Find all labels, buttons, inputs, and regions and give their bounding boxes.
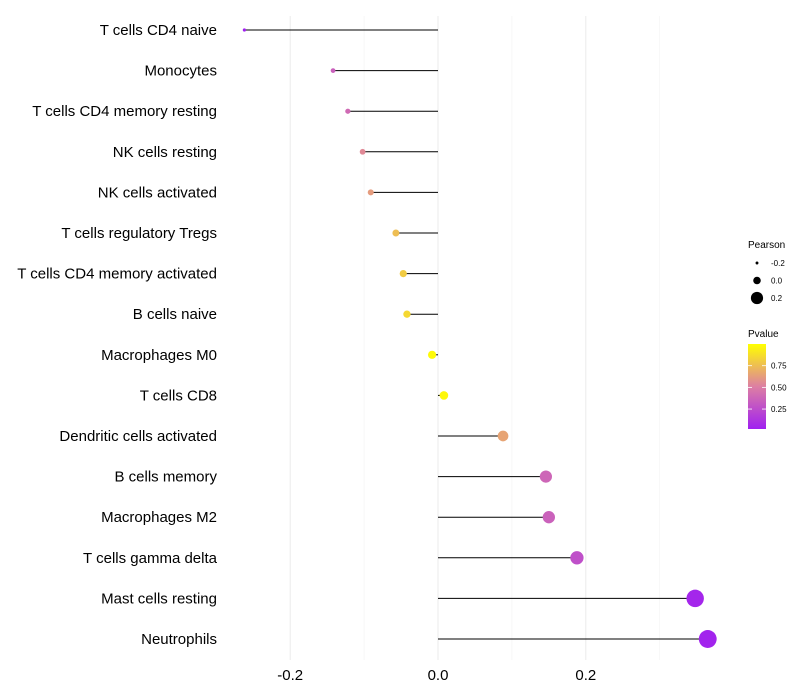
data-point [570, 551, 584, 565]
legend-pearson: Pearson -0.2 0.0 0.2 [748, 240, 785, 305]
data-point [399, 270, 407, 278]
category-label: Neutrophils [141, 631, 217, 648]
legend-size-label: 0.0 [771, 277, 783, 286]
category-label: Macrophages M2 [101, 509, 217, 526]
data-point [542, 511, 555, 524]
legend-pvalue-label: 0.25 [771, 405, 787, 414]
grid-lines [289, 16, 661, 660]
category-label: T cells CD4 memory activated [17, 266, 217, 283]
category-label: NK cells resting [113, 144, 217, 161]
data-point [330, 68, 336, 73]
legend-pearson-title: Pearson [748, 240, 785, 251]
x-tick-label: -0.2 [277, 667, 303, 684]
points [242, 28, 717, 648]
category-label: Macrophages M0 [101, 347, 217, 364]
x-tick-label: 0.0 [428, 667, 449, 684]
category-label: B cells naive [133, 306, 217, 323]
legend-pvalue-label: 0.75 [771, 362, 787, 371]
data-point [403, 310, 411, 318]
data-point [367, 189, 374, 196]
data-point [686, 589, 704, 608]
category-label: T cells regulatory Tregs [61, 225, 217, 242]
category-label: T cells CD4 naive [100, 22, 217, 39]
data-point [539, 470, 552, 483]
category-label: B cells memory [114, 469, 217, 486]
data-point [698, 630, 717, 648]
data-point [359, 148, 366, 155]
category-label: T cells CD4 memory resting [32, 103, 217, 120]
data-point [242, 28, 246, 32]
category-labels: T cells CD4 naive Monocytes T cells CD4 me… [17, 22, 217, 648]
category-label: Monocytes [144, 63, 217, 80]
legend-size-label: 0.2 [771, 294, 783, 303]
data-point [345, 108, 351, 114]
legend-size-label: -0.2 [771, 259, 785, 268]
legend-pvalue-label: 0.50 [771, 383, 787, 392]
data-point [392, 229, 400, 237]
category-label: Dendritic cells activated [59, 428, 217, 445]
data-point [427, 350, 437, 359]
legend-size-swatch [753, 276, 761, 285]
pvalue-colorbar [748, 344, 766, 429]
category-label: NK cells activated [98, 184, 217, 201]
x-tick-label: 0.2 [575, 667, 596, 684]
category-label: T cells gamma delta [83, 550, 218, 567]
data-point [497, 430, 509, 442]
x-axis-ticks: -0.2 0.0 0.2 [277, 667, 596, 684]
legend-pvalue: Pvalue 0.75 0.50 0.25 [748, 329, 787, 429]
category-label: T cells CD8 [140, 387, 217, 404]
legend-pvalue-title: Pvalue [748, 329, 779, 340]
legend-size-swatch [750, 291, 764, 305]
data-point [439, 391, 449, 400]
stems [244, 29, 708, 640]
category-label: Mast cells resting [101, 590, 217, 607]
legend-size-swatch [755, 261, 759, 265]
